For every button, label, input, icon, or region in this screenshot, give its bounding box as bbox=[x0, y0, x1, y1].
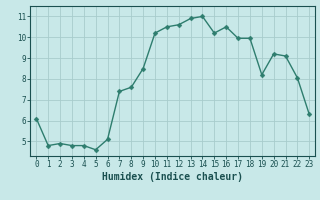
X-axis label: Humidex (Indice chaleur): Humidex (Indice chaleur) bbox=[102, 172, 243, 182]
